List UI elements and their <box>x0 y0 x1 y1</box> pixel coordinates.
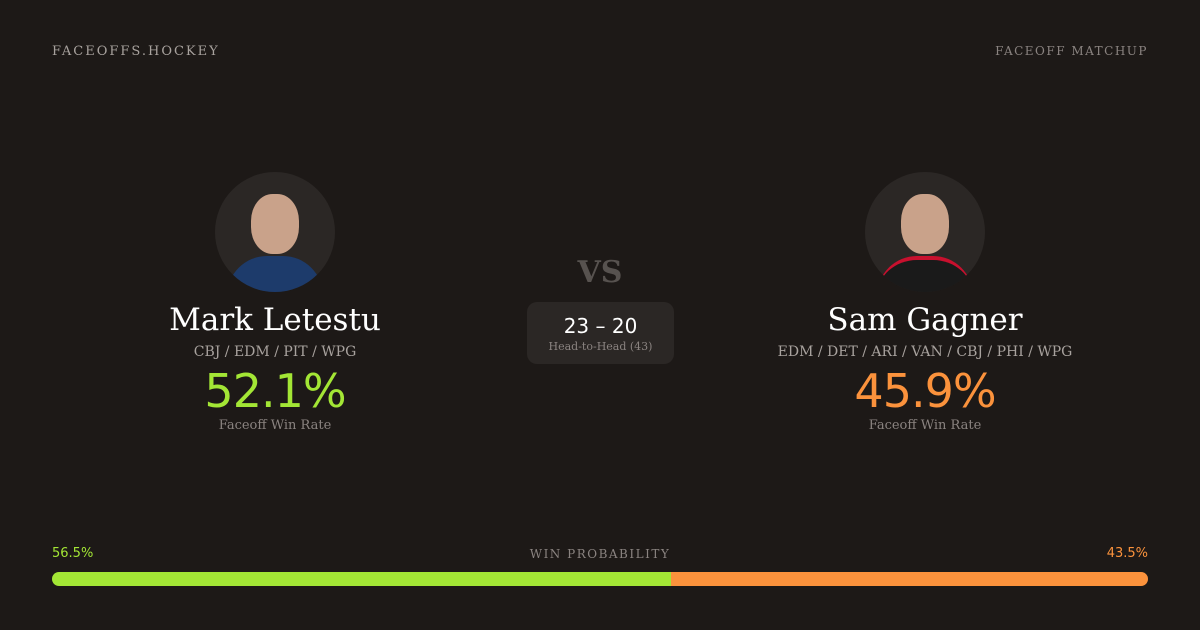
player-name: Sam Gagner <box>827 302 1023 338</box>
win-probability-bar <box>52 572 1148 586</box>
player-teams: EDM / DET / ARI / VAN / CBJ / PHI / WPG <box>777 344 1073 360</box>
head-to-head-card: 23 – 20 Head-to-Head (43) <box>527 302 674 364</box>
player-win-rate: 45.9% <box>854 364 996 418</box>
brand-logo: FACEOFFS.HOCKEY <box>52 44 220 59</box>
head-to-head-score: 23 – 20 <box>563 314 638 338</box>
player-avatar <box>215 172 335 292</box>
page-tag: FACEOFF MATCHUP <box>995 44 1148 58</box>
player-name: Mark Letestu <box>169 302 381 338</box>
player-left: Mark Letestu CBJ / EDM / PIT / WPG 52.1%… <box>75 172 475 433</box>
player-right: Sam Gagner EDM / DET / ARI / VAN / CBJ /… <box>725 172 1125 433</box>
left-probability: 56.5% <box>52 546 94 561</box>
right-probability-fill <box>671 572 1148 586</box>
head-to-head-label: Head-to-Head (43) <box>548 340 653 353</box>
win-probability-label: WIN PROBABILITY <box>529 547 671 561</box>
left-probability-fill <box>52 572 672 586</box>
player-teams: CBJ / EDM / PIT / WPG <box>193 344 357 360</box>
win-rate-label: Faceoff Win Rate <box>868 418 982 433</box>
player-win-rate: 52.1% <box>204 364 346 418</box>
vs-label: VS <box>577 255 623 290</box>
right-probability: 43.5% <box>1106 546 1148 561</box>
player-avatar <box>865 172 985 292</box>
win-rate-label: Faceoff Win Rate <box>218 418 332 433</box>
